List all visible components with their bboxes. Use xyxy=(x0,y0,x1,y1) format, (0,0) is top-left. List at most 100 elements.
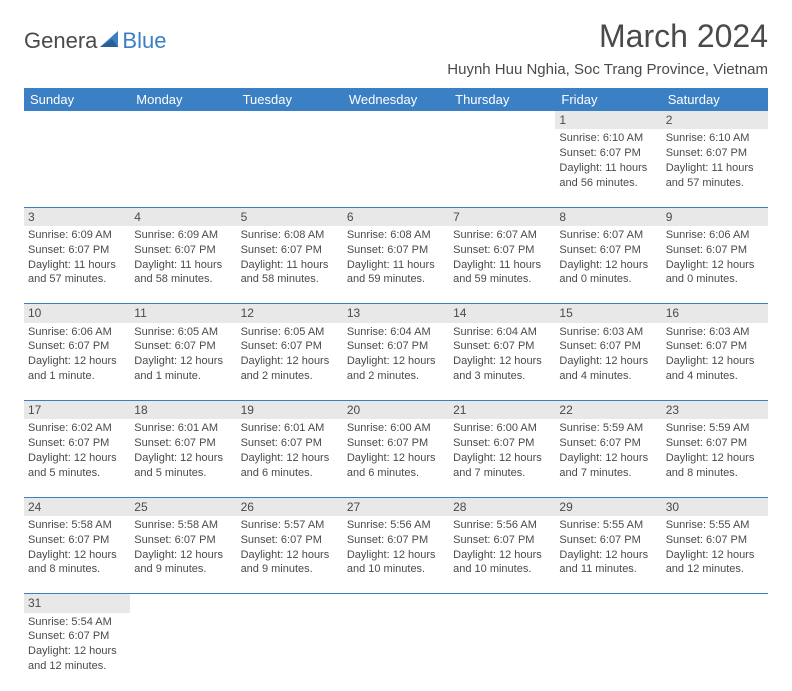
day-number-cell xyxy=(662,594,768,613)
logo-text-part2: Blue xyxy=(122,28,166,54)
day-number-cell: 26 xyxy=(237,497,343,516)
daylight-text: Daylight: 12 hours and 4 minutes. xyxy=(666,354,764,384)
sunset-text: Sunset: 6:07 PM xyxy=(134,243,232,258)
daylight-text: Daylight: 11 hours and 56 minutes. xyxy=(559,161,657,191)
sunrise-text: Sunrise: 5:55 AM xyxy=(666,518,764,533)
day-detail-cell xyxy=(237,613,343,691)
sunrise-text: Sunrise: 6:09 AM xyxy=(134,228,232,243)
logo-text-part1: Genera xyxy=(24,28,97,54)
day-detail-cell xyxy=(237,129,343,207)
daylight-text: Daylight: 12 hours and 8 minutes. xyxy=(666,451,764,481)
sunrise-text: Sunrise: 6:09 AM xyxy=(28,228,126,243)
calendar-table: SundayMondayTuesdayWednesdayThursdayFrid… xyxy=(24,88,768,691)
sunset-text: Sunset: 6:07 PM xyxy=(241,243,339,258)
sunrise-text: Sunrise: 6:04 AM xyxy=(347,325,445,340)
day-detail-cell xyxy=(343,613,449,691)
sunset-text: Sunset: 6:07 PM xyxy=(241,533,339,548)
logo: Genera Blue xyxy=(24,18,166,54)
daylight-text: Daylight: 12 hours and 2 minutes. xyxy=(347,354,445,384)
day-number-cell: 10 xyxy=(24,304,130,323)
month-title: March 2024 xyxy=(447,18,768,55)
day-detail-cell: Sunrise: 6:00 AMSunset: 6:07 PMDaylight:… xyxy=(449,419,555,497)
sunrise-text: Sunrise: 6:04 AM xyxy=(453,325,551,340)
day-number-cell: 25 xyxy=(130,497,236,516)
sunrise-text: Sunrise: 6:10 AM xyxy=(666,131,764,146)
day-detail-row: Sunrise: 6:06 AMSunset: 6:07 PMDaylight:… xyxy=(24,323,768,401)
sunset-text: Sunset: 6:07 PM xyxy=(559,146,657,161)
sunrise-text: Sunrise: 5:59 AM xyxy=(666,421,764,436)
day-detail-cell xyxy=(449,129,555,207)
daylight-text: Daylight: 12 hours and 2 minutes. xyxy=(241,354,339,384)
day-detail-cell: Sunrise: 6:05 AMSunset: 6:07 PMDaylight:… xyxy=(130,323,236,401)
sunset-text: Sunset: 6:07 PM xyxy=(347,533,445,548)
sunset-text: Sunset: 6:07 PM xyxy=(28,243,126,258)
day-detail-cell: Sunrise: 5:59 AMSunset: 6:07 PMDaylight:… xyxy=(555,419,661,497)
day-number-cell xyxy=(555,594,661,613)
daylight-text: Daylight: 12 hours and 11 minutes. xyxy=(559,548,657,578)
daylight-text: Daylight: 12 hours and 8 minutes. xyxy=(28,548,126,578)
day-detail-cell: Sunrise: 6:06 AMSunset: 6:07 PMDaylight:… xyxy=(662,226,768,304)
day-number-row: 3456789 xyxy=(24,207,768,226)
day-number-cell xyxy=(130,111,236,129)
day-number-cell xyxy=(237,594,343,613)
daylight-text: Daylight: 12 hours and 7 minutes. xyxy=(559,451,657,481)
day-number-cell: 5 xyxy=(237,207,343,226)
sunrise-text: Sunrise: 6:06 AM xyxy=(28,325,126,340)
daylight-text: Daylight: 12 hours and 6 minutes. xyxy=(241,451,339,481)
daylight-text: Daylight: 11 hours and 59 minutes. xyxy=(453,258,551,288)
sunrise-text: Sunrise: 6:01 AM xyxy=(241,421,339,436)
daylight-text: Daylight: 12 hours and 7 minutes. xyxy=(453,451,551,481)
day-number-cell: 17 xyxy=(24,401,130,420)
sunrise-text: Sunrise: 6:03 AM xyxy=(666,325,764,340)
day-detail-cell: Sunrise: 6:07 AMSunset: 6:07 PMDaylight:… xyxy=(555,226,661,304)
sunrise-text: Sunrise: 6:07 AM xyxy=(453,228,551,243)
day-number-cell xyxy=(24,111,130,129)
day-detail-cell: Sunrise: 6:05 AMSunset: 6:07 PMDaylight:… xyxy=(237,323,343,401)
daylight-text: Daylight: 12 hours and 5 minutes. xyxy=(28,451,126,481)
calendar-body: 12Sunrise: 6:10 AMSunset: 6:07 PMDayligh… xyxy=(24,111,768,691)
day-detail-cell: Sunrise: 6:04 AMSunset: 6:07 PMDaylight:… xyxy=(343,323,449,401)
day-number-cell: 29 xyxy=(555,497,661,516)
day-detail-cell: Sunrise: 6:08 AMSunset: 6:07 PMDaylight:… xyxy=(237,226,343,304)
daylight-text: Daylight: 12 hours and 6 minutes. xyxy=(347,451,445,481)
day-number-row: 31 xyxy=(24,594,768,613)
sunset-text: Sunset: 6:07 PM xyxy=(241,339,339,354)
day-number-cell: 16 xyxy=(662,304,768,323)
day-number-cell: 8 xyxy=(555,207,661,226)
sunrise-text: Sunrise: 5:56 AM xyxy=(453,518,551,533)
day-number-cell: 19 xyxy=(237,401,343,420)
sunrise-text: Sunrise: 6:00 AM xyxy=(347,421,445,436)
sunrise-text: Sunrise: 5:57 AM xyxy=(241,518,339,533)
sunrise-text: Sunrise: 6:10 AM xyxy=(559,131,657,146)
daylight-text: Daylight: 12 hours and 9 minutes. xyxy=(134,548,232,578)
sunrise-text: Sunrise: 5:55 AM xyxy=(559,518,657,533)
sunset-text: Sunset: 6:07 PM xyxy=(347,243,445,258)
sunrise-text: Sunrise: 5:54 AM xyxy=(28,615,126,630)
weekday-header: Saturday xyxy=(662,88,768,111)
daylight-text: Daylight: 12 hours and 1 minute. xyxy=(134,354,232,384)
weekday-header: Tuesday xyxy=(237,88,343,111)
day-detail-cell: Sunrise: 6:10 AMSunset: 6:07 PMDaylight:… xyxy=(662,129,768,207)
day-detail-cell: Sunrise: 6:03 AMSunset: 6:07 PMDaylight:… xyxy=(662,323,768,401)
day-detail-cell: Sunrise: 5:55 AMSunset: 6:07 PMDaylight:… xyxy=(555,516,661,594)
location: Huynh Huu Nghia, Soc Trang Province, Vie… xyxy=(447,61,768,78)
daylight-text: Daylight: 12 hours and 0 minutes. xyxy=(666,258,764,288)
day-detail-cell: Sunrise: 5:58 AMSunset: 6:07 PMDaylight:… xyxy=(130,516,236,594)
sunrise-text: Sunrise: 6:02 AM xyxy=(28,421,126,436)
day-number-row: 24252627282930 xyxy=(24,497,768,516)
day-detail-cell: Sunrise: 5:57 AMSunset: 6:07 PMDaylight:… xyxy=(237,516,343,594)
sunrise-text: Sunrise: 6:08 AM xyxy=(241,228,339,243)
logo-sail-icon xyxy=(98,29,120,54)
day-number-row: 12 xyxy=(24,111,768,129)
day-number-cell: 2 xyxy=(662,111,768,129)
day-number-cell: 21 xyxy=(449,401,555,420)
day-detail-cell: Sunrise: 5:59 AMSunset: 6:07 PMDaylight:… xyxy=(662,419,768,497)
daylight-text: Daylight: 11 hours and 57 minutes. xyxy=(28,258,126,288)
day-number-cell: 28 xyxy=(449,497,555,516)
day-detail-cell: Sunrise: 6:09 AMSunset: 6:07 PMDaylight:… xyxy=(24,226,130,304)
day-number-cell: 22 xyxy=(555,401,661,420)
sunset-text: Sunset: 6:07 PM xyxy=(241,436,339,451)
daylight-text: Daylight: 12 hours and 1 minute. xyxy=(28,354,126,384)
sunrise-text: Sunrise: 5:59 AM xyxy=(559,421,657,436)
day-detail-cell: Sunrise: 6:07 AMSunset: 6:07 PMDaylight:… xyxy=(449,226,555,304)
